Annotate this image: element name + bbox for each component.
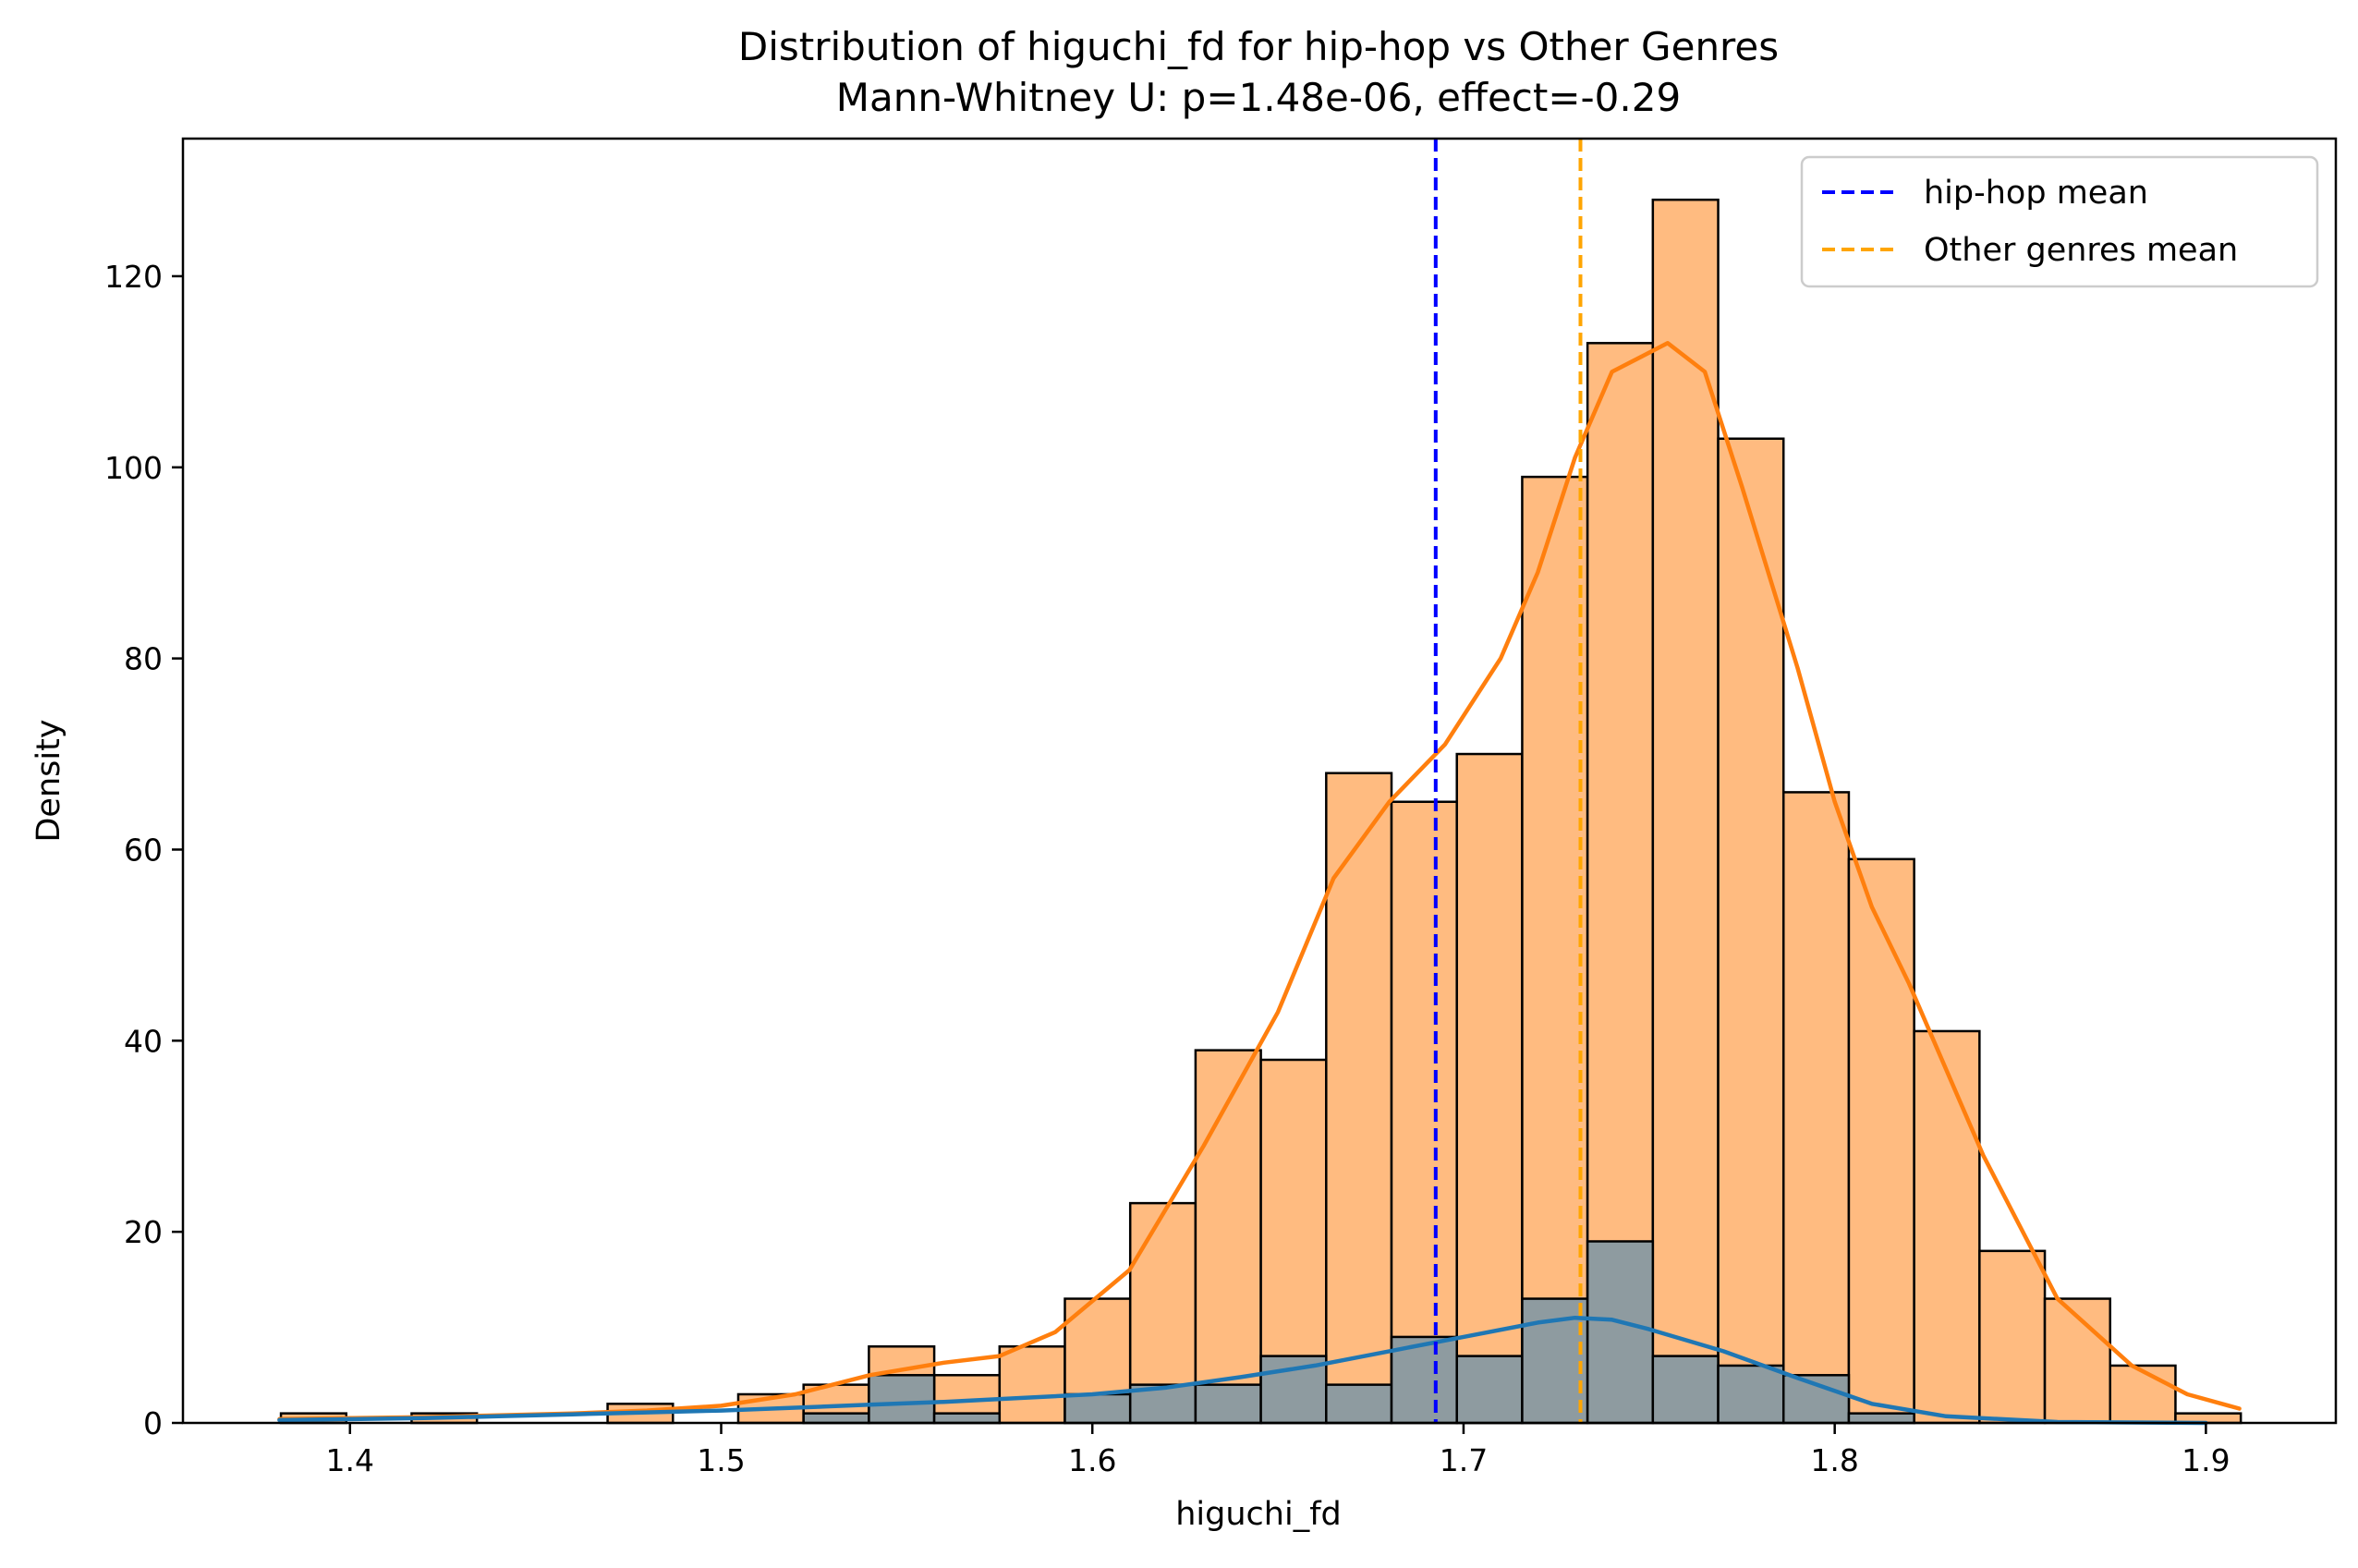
other-genres-bar — [1847, 857, 1915, 1425]
x-tick-label: 1.6 — [1068, 1442, 1116, 1478]
hip-hop-bar — [1455, 1355, 1524, 1425]
other-genres-bar — [1978, 1249, 2047, 1425]
chart-title: Distribution of higuchi_fd for hip-hop v… — [738, 24, 1779, 69]
legend-box — [1800, 155, 2319, 288]
other-genres-bar — [1390, 800, 1458, 1425]
hip-hop-bar — [802, 1412, 870, 1425]
other-genres-bar — [2109, 1364, 2177, 1425]
mean-lines — [1433, 139, 1583, 1423]
y-tick-label: 100 — [104, 450, 163, 486]
hip-hop-bar — [1390, 1335, 1458, 1425]
other-genres-kde-line — [277, 341, 2242, 1422]
hip-hop-bar — [1651, 1355, 1720, 1425]
x-axis-ticks: 1.4 1.5 1.6 1.7 1.8 1.9 — [326, 1423, 2230, 1478]
hip-hop-bar — [1194, 1383, 1262, 1425]
y-tick-label: 60 — [124, 832, 163, 868]
hip-hop-bar — [932, 1412, 1002, 1425]
kde-curves — [277, 341, 2242, 1426]
legend-hip-hop-mean-label: hip-hop mean — [1924, 175, 2148, 212]
hip-hop-bar — [1717, 1364, 1785, 1425]
hip-hop-bar — [1586, 1240, 1655, 1425]
legend-other-genres-mean-label: Other genres mean — [1924, 232, 2238, 269]
x-tick-label: 1.9 — [2182, 1442, 2230, 1478]
legend: hip-hop mean Other genres mean — [1800, 155, 2319, 288]
other-genres-bar — [1194, 1049, 1262, 1425]
x-tick-label: 1.7 — [1440, 1442, 1488, 1478]
other-genres-bar — [1781, 791, 1851, 1425]
other-genres-bar — [1325, 772, 1393, 1425]
hip-hop-bar — [1847, 1412, 1915, 1425]
x-tick-label: 1.8 — [1810, 1442, 1858, 1478]
hip-hop-kde-line — [277, 1315, 2208, 1426]
hip-hop-bar — [1325, 1383, 1393, 1425]
y-axis-label: Density — [30, 719, 67, 842]
y-tick-label: 120 — [104, 259, 163, 295]
other-genres-bar — [998, 1345, 1066, 1425]
y-tick-label: 0 — [143, 1405, 163, 1441]
x-axis-label: higuchi_fd — [1175, 1496, 1342, 1533]
hip-hop-bar — [1064, 1392, 1132, 1425]
y-tick-label: 20 — [124, 1214, 163, 1250]
y-tick-label: 80 — [124, 641, 163, 677]
plot-frame — [181, 137, 2338, 1425]
other-genres-bar — [1717, 437, 1785, 1425]
other-genres-bar — [1651, 198, 1720, 1425]
other-genres-bar — [1913, 1029, 1981, 1425]
x-tick-label: 1.5 — [697, 1442, 745, 1478]
other-genres-bar — [1455, 752, 1524, 1425]
x-tick-label: 1.4 — [326, 1442, 374, 1478]
hip-hop-bar — [868, 1374, 936, 1425]
y-tick-label: 40 — [124, 1023, 163, 1059]
y-axis-ticks: 0 20 40 60 80 100 120 — [104, 259, 183, 1441]
chart-subtitle: Mann-Whitney U: p=1.48e-06, effect=-0.29 — [836, 75, 1681, 120]
other-genres-bar — [1521, 475, 1589, 1425]
